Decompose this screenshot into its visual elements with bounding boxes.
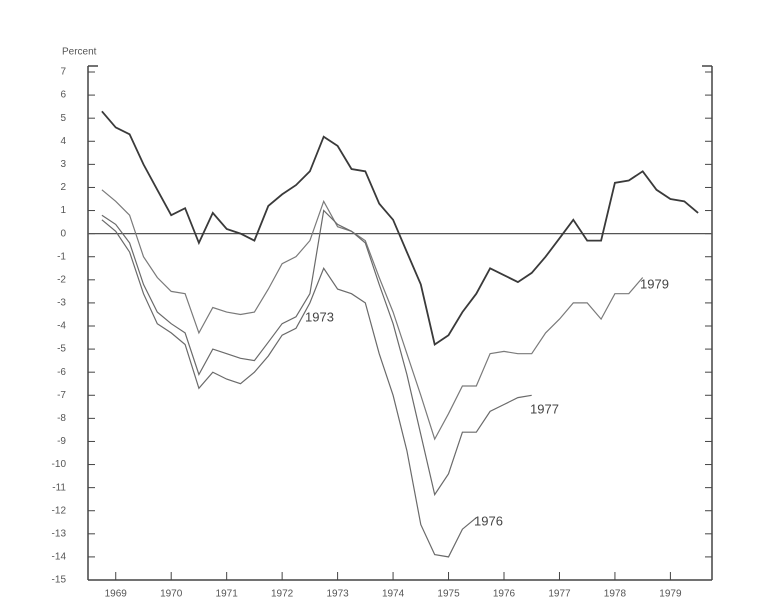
x-tick-label: 1979: [659, 589, 682, 600]
x-tick-label: 1969: [105, 589, 128, 600]
y-tick-label: 6: [60, 90, 66, 101]
series-line: [101, 209, 532, 497]
y-tick-label: -7: [57, 390, 66, 401]
x-tick-label: 1973: [326, 589, 349, 600]
y-tick-label: 7: [60, 67, 66, 78]
y-axis-label: Percent: [62, 47, 97, 58]
x-tick-label: 1970: [160, 589, 183, 600]
y-tick-label: 1: [60, 205, 66, 216]
series-line: [101, 219, 477, 558]
series-line: [101, 189, 644, 441]
y-tick-label: -2: [57, 274, 66, 285]
line-annotation: 1979: [640, 276, 669, 291]
line-annotation: 1976: [474, 513, 503, 528]
y-tick-label: -12: [52, 505, 67, 516]
y-tick-label: -6: [57, 367, 66, 378]
y-tick-label: -10: [52, 459, 67, 470]
y-tick-label: -13: [52, 528, 67, 539]
x-tick-label: 1975: [437, 589, 460, 600]
x-tick-label: 1974: [382, 589, 405, 600]
line-annotation: 1977: [530, 401, 559, 416]
y-tick-label: 0: [60, 228, 66, 239]
y-tick-label: -9: [57, 436, 66, 447]
y-tick-label: -11: [52, 482, 66, 493]
x-tick-label: 1977: [548, 589, 571, 600]
line-annotation: 1973: [305, 309, 334, 324]
y-tick-label: 5: [60, 113, 66, 124]
series-line: [101, 110, 699, 346]
y-tick-label: -3: [57, 298, 66, 309]
x-tick-label: 1971: [216, 589, 239, 600]
y-tick-label: -14: [52, 552, 67, 563]
y-tick-label: 2: [60, 182, 66, 193]
y-tick-label: -8: [57, 413, 66, 424]
y-tick-label: -5: [57, 344, 66, 355]
y-tick-label: 4: [60, 136, 66, 147]
y-tick-label: -15: [52, 575, 67, 586]
y-tick-label: -1: [57, 251, 66, 262]
y-tick-label: 3: [60, 159, 66, 170]
y-tick-label: -4: [57, 321, 66, 332]
x-tick-label: 1976: [493, 589, 516, 600]
x-tick-label: 1978: [604, 589, 627, 600]
x-tick-label: 1972: [271, 589, 294, 600]
